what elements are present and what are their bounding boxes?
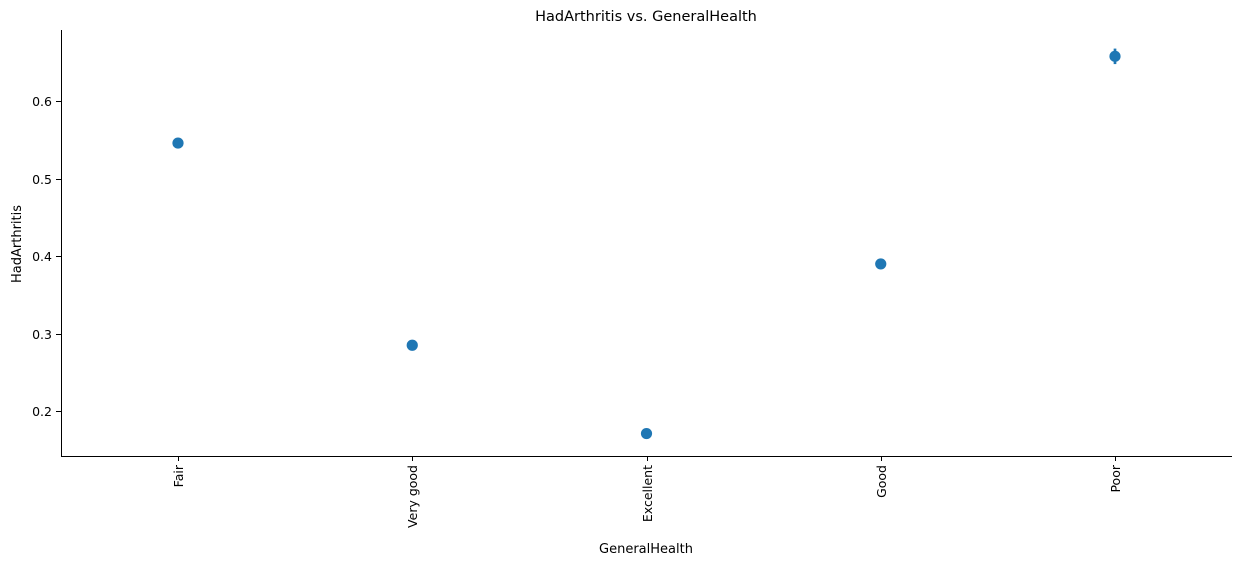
data-point (1109, 50, 1121, 62)
y-tick-label: 0.4 (32, 249, 52, 264)
x-axis-label: GeneralHealth (599, 542, 693, 557)
x-tick-label: Very good (405, 465, 420, 528)
data-point (875, 258, 887, 270)
x-tick-label: Fair (171, 464, 186, 487)
chart-title: HadArthritis vs. GeneralHealth (535, 9, 757, 25)
y-axis-label: HadArthritis (10, 205, 25, 283)
y-tick-label: 0.5 (32, 172, 52, 187)
y-tick-label: 0.3 (32, 327, 52, 342)
y-axis: 0.2 0.3 0.4 0.5 0.6 (32, 94, 61, 419)
data-point (640, 427, 653, 440)
plot-area (172, 48, 1121, 440)
x-tick-label: Poor (1108, 464, 1123, 492)
y-tick-label: 0.2 (32, 404, 52, 419)
y-tick-label: 0.6 (32, 94, 52, 109)
x-tick-label: Excellent (640, 465, 655, 522)
data-point (406, 339, 418, 351)
x-axis: Fair Very good Excellent Good Poor (171, 456, 1123, 528)
x-tick-label: Good (874, 465, 889, 498)
data-point (172, 137, 184, 149)
